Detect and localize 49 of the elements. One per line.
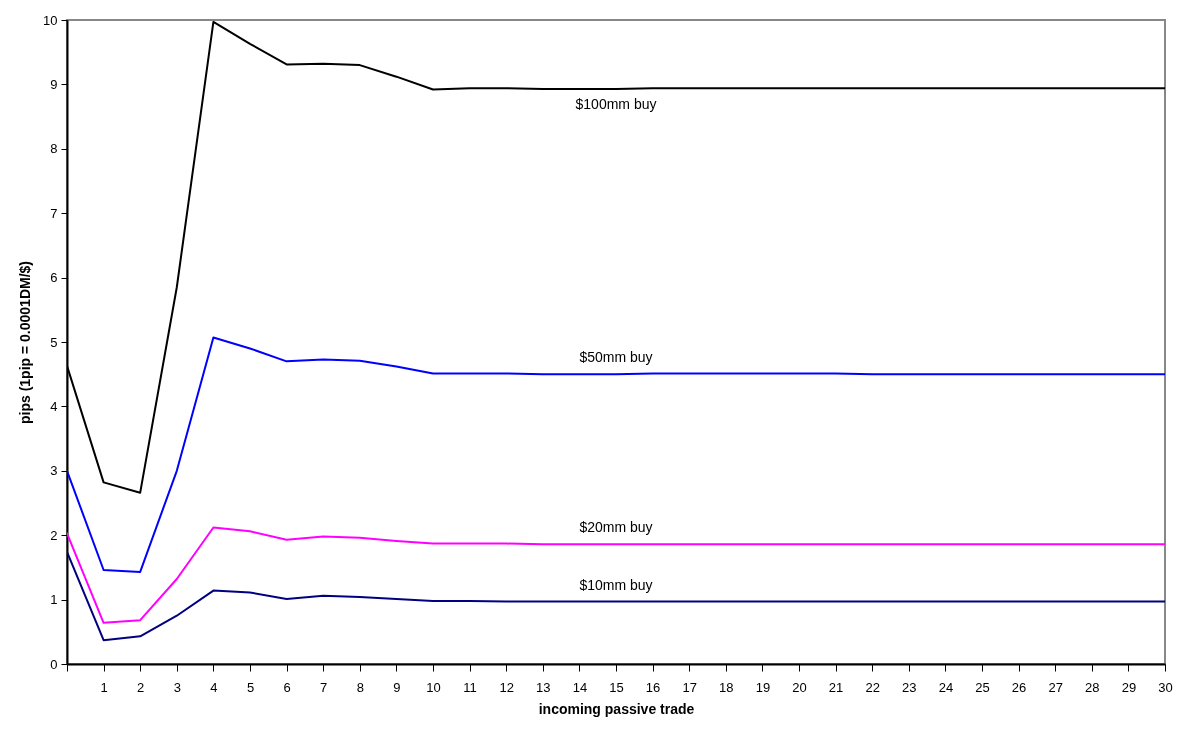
x-tick-label: 15 (609, 679, 624, 695)
x-tick-label: 25 (975, 679, 990, 695)
y-tick-label: 0 (50, 656, 58, 672)
x-tick-label: 10 (426, 679, 441, 695)
line-series (67, 336, 1165, 573)
y-tick-label: 6 (50, 270, 58, 286)
y-tick-label: 10 (43, 12, 58, 28)
y-tick-label: 3 (50, 463, 58, 479)
series-label: $100mm buy (575, 95, 657, 112)
y-tick-label: 1 (50, 592, 58, 608)
x-tick-label: 17 (682, 679, 697, 695)
y-tick-label: 8 (50, 141, 58, 157)
x-tick-label: 27 (1048, 679, 1063, 695)
y-tick-label: 7 (50, 205, 58, 221)
x-tick-label: 24 (938, 679, 954, 695)
series-label: $50mm buy (579, 349, 653, 366)
x-tick-label: 3 (173, 679, 181, 695)
x-tick-label: 12 (499, 679, 514, 695)
x-tick-label: 21 (828, 679, 844, 695)
x-tick-label: 19 (755, 679, 771, 695)
x-tick-label: 11 (463, 679, 477, 695)
x-tick-label: 9 (393, 679, 401, 695)
x-tick-label: 14 (572, 679, 588, 695)
x-tick-label: 26 (1011, 679, 1027, 695)
series-label: $20mm buy (579, 519, 653, 536)
series-label: $10mm buy (579, 576, 653, 593)
y-tick-label: 9 (50, 76, 58, 92)
x-tick-label: 5 (246, 679, 255, 695)
x-tick-label: 16 (645, 679, 661, 695)
line-series (67, 550, 1165, 642)
x-tick-label: 2 (137, 679, 145, 695)
y-tick-label: 2 (50, 527, 58, 543)
y-tick-label: 5 (50, 334, 58, 350)
x-tick-label: 6 (283, 679, 291, 695)
x-tick-label: 8 (356, 679, 364, 695)
x-axis-title: incoming passive trade (538, 700, 695, 717)
x-tick-label: 29 (1121, 679, 1137, 695)
x-tick-label: 22 (865, 679, 880, 695)
x-tick-label: 30 (1158, 679, 1173, 695)
x-tick-label: 7 (320, 679, 328, 695)
y-axis-title: pips (1pip = 0.0001DM/$) (17, 261, 34, 424)
x-tick-label: 20 (792, 679, 807, 695)
x-tick-label: 1 (100, 679, 108, 695)
y-tick-label: 4 (50, 398, 58, 414)
x-tick-label: 28 (1085, 679, 1100, 695)
x-tick-label: 23 (902, 679, 917, 695)
x-tick-label: 4 (210, 679, 218, 695)
x-tick-label: 13 (536, 679, 551, 695)
x-tick-label: 18 (719, 679, 734, 695)
